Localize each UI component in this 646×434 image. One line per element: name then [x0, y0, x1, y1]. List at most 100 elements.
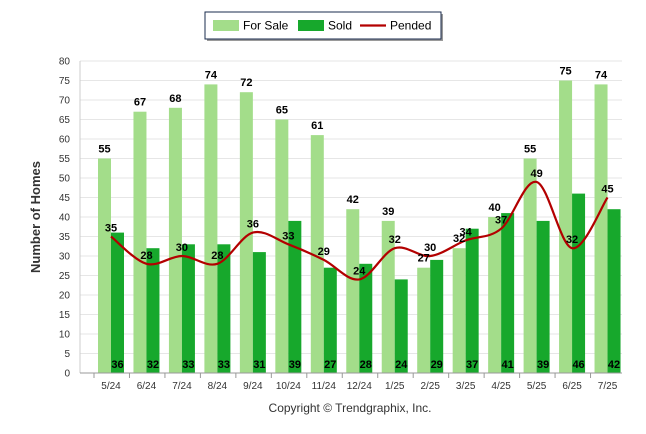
for-sale-data-label: 68 — [169, 93, 181, 105]
y-tick-label: 30 — [59, 252, 71, 263]
pended-data-label: 30 — [176, 242, 188, 254]
for-sale-data-label: 27 — [418, 253, 430, 265]
y-tick-label: 45 — [59, 193, 71, 204]
for-sale-data-label: 42 — [347, 194, 359, 206]
y-axis-label: Number of Homes — [28, 161, 43, 273]
legend-for-sale-label: For Sale — [243, 19, 289, 33]
sold-data-label: 28 — [360, 359, 372, 371]
legend-sold-label: Sold — [328, 19, 352, 33]
sold-bar — [252, 252, 266, 373]
sold-bar — [394, 279, 408, 373]
pended-data-label: 30 — [424, 242, 436, 254]
y-tick-label: 50 — [59, 174, 71, 185]
for-sale-data-label: 61 — [311, 120, 323, 132]
for-sale-data-label: 74 — [595, 69, 608, 81]
sold-bar — [217, 244, 231, 373]
for-sale-bar — [310, 135, 324, 373]
legend: For Sale Sold Pended — [204, 11, 443, 41]
x-tick-label: 6/24 — [137, 381, 157, 392]
copyright-text: Copyright © Trendgraphix, Inc. — [269, 401, 432, 415]
for-sale-data-label: 32 — [453, 233, 465, 245]
y-tick-label: 75 — [59, 76, 71, 87]
x-tick-label: 3/25 — [456, 381, 476, 392]
sold-bar — [572, 193, 586, 373]
pended-data-label: 36 — [247, 219, 259, 231]
x-tick-label: 5/25 — [527, 381, 547, 392]
y-tick-label: 55 — [59, 154, 71, 165]
x-tick-label: 6/25 — [562, 381, 582, 392]
sold-bar — [323, 267, 337, 373]
sold-bar — [501, 213, 515, 373]
sold-bar — [181, 244, 195, 373]
for-sale-bar — [239, 92, 253, 373]
for-sale-data-label: 39 — [382, 206, 394, 218]
y-tick-label: 25 — [59, 271, 71, 282]
pended-data-label: 34 — [460, 226, 473, 238]
for-sale-data-label: 65 — [276, 105, 288, 117]
pended-data-label: 37 — [495, 215, 507, 227]
x-tick-label: 2/25 — [420, 381, 440, 392]
sold-data-label: 39 — [537, 359, 549, 371]
y-tick-label: 80 — [59, 57, 71, 68]
for-sale-data-label: 75 — [559, 66, 571, 78]
x-tick-label: 11/24 — [312, 381, 337, 392]
x-tick-label: 12/24 — [347, 381, 372, 392]
x-tick-label: 7/24 — [172, 381, 192, 392]
sold-bar — [288, 220, 302, 373]
pended-data-label: 35 — [105, 223, 117, 235]
for-sale-bar — [346, 209, 360, 373]
sold-data-label: 24 — [395, 359, 408, 371]
sold-data-label: 33 — [182, 359, 194, 371]
pended-data-label: 24 — [353, 265, 366, 277]
sold-bar — [607, 209, 621, 373]
pended-line — [110, 180, 609, 281]
y-tick-label: 20 — [59, 291, 71, 302]
for-sale-data-label: 55 — [524, 144, 536, 156]
for-sale-bar — [204, 84, 218, 374]
x-tick-label: 10/24 — [276, 381, 301, 392]
legend-sold-swatch — [298, 20, 324, 31]
sold-data-label: 32 — [147, 359, 159, 371]
pended-data-label: 32 — [566, 234, 578, 246]
x-tick-label: 4/25 — [491, 381, 511, 392]
x-tick-label: 8/24 — [208, 381, 228, 392]
pended-data-label: 32 — [389, 234, 401, 246]
pended-data-label: 29 — [318, 246, 330, 258]
for-sale-data-label: 72 — [240, 77, 252, 89]
y-tick-label: 10 — [59, 330, 71, 341]
x-tick-label: 9/24 — [243, 381, 263, 392]
for-sale-data-label: 40 — [489, 202, 501, 214]
for-sale-bar — [417, 267, 431, 373]
for-sale-bar — [523, 158, 537, 373]
pended-data-label: 33 — [282, 230, 294, 242]
for-sale-bar — [98, 158, 111, 373]
bars — [98, 80, 621, 374]
sold-bar — [359, 263, 373, 373]
for-sale-data-label: 74 — [205, 69, 218, 81]
y-tick-label: 35 — [59, 232, 71, 243]
sold-data-label: 27 — [324, 359, 336, 371]
sold-data-label: 31 — [253, 359, 265, 371]
y-tick-label: 65 — [59, 115, 71, 126]
y-tick-label: 40 — [59, 213, 71, 224]
sold-data-label: 39 — [289, 359, 301, 371]
x-tick-label: 5/24 — [101, 381, 121, 392]
for-sale-bar — [275, 119, 289, 373]
for-sale-bar — [594, 84, 608, 374]
x-tick-label: 7/25 — [598, 381, 618, 392]
sold-bar — [536, 220, 550, 373]
sold-bar — [430, 259, 444, 373]
pended-data-label: 49 — [530, 168, 542, 180]
legend-pended-label: Pended — [390, 19, 431, 33]
y-tick-label: 0 — [64, 369, 70, 380]
y-axis: 0 5 10 15 20 25 30 35 40 45 50 55 60 65 70 75 80 — [59, 57, 81, 380]
for-sale-bar — [168, 107, 182, 374]
x-axis: 5/24 6/24 7/24 8/24 9/24 10/24 11/24 12/24 1/25 2… — [80, 372, 622, 392]
pended-data-label: 28 — [140, 250, 152, 262]
sold-data-label: 37 — [466, 359, 478, 371]
sold-bar — [465, 228, 479, 373]
sold-bar — [111, 232, 124, 373]
y-tick-label: 70 — [59, 96, 71, 107]
sold-data-label: 36 — [111, 359, 123, 371]
